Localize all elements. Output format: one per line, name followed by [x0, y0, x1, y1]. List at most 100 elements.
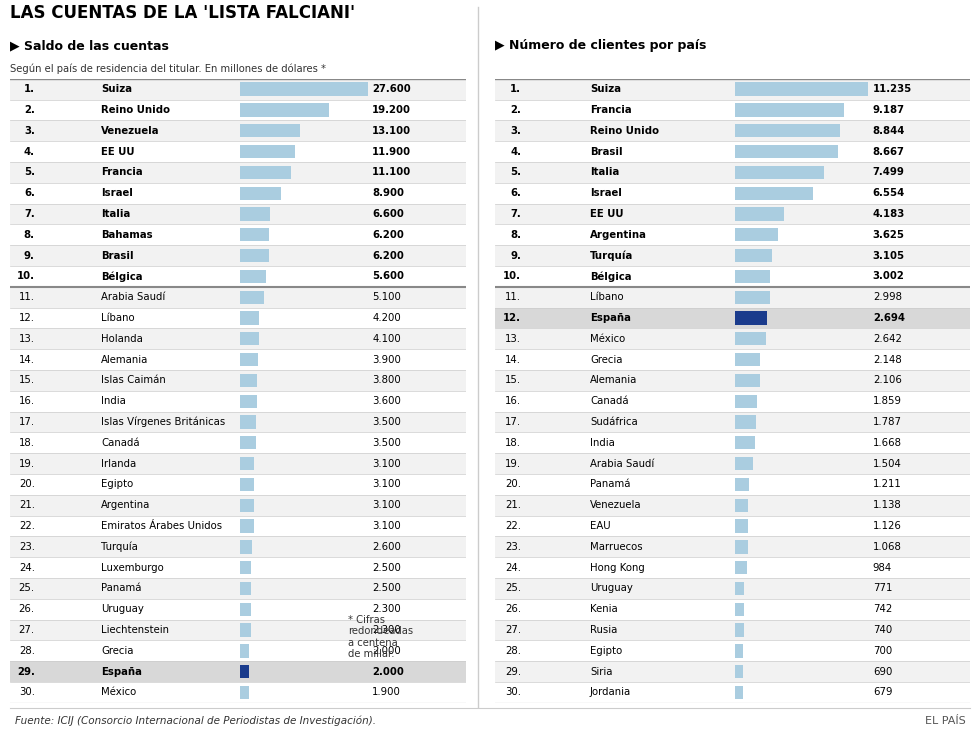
Bar — [495, 308, 970, 328]
Text: 771: 771 — [873, 584, 892, 593]
Text: 4.: 4. — [510, 146, 521, 157]
Text: 8.667: 8.667 — [873, 146, 905, 157]
Bar — [735, 103, 844, 116]
Bar — [495, 537, 970, 557]
Text: Suiza: Suiza — [590, 84, 621, 94]
Text: Suiza: Suiza — [101, 84, 132, 94]
Bar — [495, 682, 970, 703]
Text: 25.: 25. — [505, 584, 521, 593]
Text: Venezuela: Venezuela — [590, 500, 642, 510]
Bar — [240, 208, 270, 221]
Bar — [495, 370, 970, 391]
Text: Holanda: Holanda — [101, 334, 143, 344]
Text: 20.: 20. — [19, 479, 35, 489]
Bar — [10, 79, 466, 99]
Text: 30.: 30. — [19, 687, 35, 698]
Text: 1.668: 1.668 — [873, 438, 902, 447]
Text: 21.: 21. — [19, 500, 35, 510]
Bar — [735, 457, 753, 470]
Bar — [10, 121, 466, 141]
Bar — [735, 208, 784, 221]
Text: 8.: 8. — [24, 230, 35, 240]
Text: 19.200: 19.200 — [372, 105, 411, 115]
Bar — [735, 436, 755, 450]
Text: 5.: 5. — [510, 167, 521, 177]
Text: Arabia Saudí: Arabia Saudí — [101, 292, 166, 302]
Text: 3.900: 3.900 — [372, 355, 401, 364]
Text: 2.998: 2.998 — [873, 292, 902, 302]
Bar — [735, 665, 743, 679]
Text: Líbano: Líbano — [590, 292, 623, 302]
Bar — [735, 686, 743, 699]
Text: Panamá: Panamá — [590, 479, 630, 489]
Text: 19.: 19. — [19, 459, 35, 469]
Text: 15.: 15. — [19, 375, 35, 386]
Text: 2.106: 2.106 — [873, 375, 902, 386]
Text: Canadá: Canadá — [101, 438, 139, 447]
Text: 2.500: 2.500 — [372, 562, 401, 573]
Text: 2.: 2. — [511, 105, 521, 115]
Text: 1.900: 1.900 — [372, 687, 401, 698]
Text: Argentina: Argentina — [101, 500, 150, 510]
Bar — [10, 495, 466, 516]
Text: 700: 700 — [873, 646, 892, 656]
Text: Liechtenstein: Liechtenstein — [101, 625, 169, 635]
Text: 13.: 13. — [19, 334, 35, 344]
Text: 11.900: 11.900 — [372, 146, 412, 157]
Bar — [240, 228, 269, 241]
Bar — [10, 391, 466, 411]
Bar — [495, 391, 970, 411]
Bar — [735, 353, 760, 367]
Text: 24.: 24. — [505, 562, 521, 573]
Text: 29.: 29. — [17, 667, 35, 676]
Text: 740: 740 — [873, 625, 892, 635]
Text: 17.: 17. — [505, 417, 521, 427]
Text: 6.600: 6.600 — [372, 209, 404, 219]
Text: 2.500: 2.500 — [372, 584, 401, 593]
Text: Arabia Saudí: Arabia Saudí — [590, 459, 655, 469]
Text: Alemania: Alemania — [101, 355, 148, 364]
Text: 26.: 26. — [505, 604, 521, 615]
Text: 20.: 20. — [505, 479, 521, 489]
Text: Italia: Italia — [590, 167, 619, 177]
Bar — [495, 224, 970, 245]
Text: 18.: 18. — [19, 438, 35, 447]
Text: 8.: 8. — [510, 230, 521, 240]
Bar — [240, 186, 281, 200]
Bar — [10, 453, 466, 474]
Bar — [10, 204, 466, 224]
Text: 6.: 6. — [511, 188, 521, 198]
Text: 5.: 5. — [24, 167, 35, 177]
Bar — [735, 228, 778, 241]
Bar — [10, 328, 466, 349]
Text: Brasil: Brasil — [590, 146, 622, 157]
Text: 11.235: 11.235 — [873, 84, 912, 94]
Bar — [735, 520, 749, 533]
Bar — [495, 99, 970, 121]
Bar — [495, 578, 970, 599]
Text: 984: 984 — [873, 562, 892, 573]
Bar — [240, 394, 257, 408]
Text: Emiratos Árabes Unidos: Emiratos Árabes Unidos — [101, 521, 222, 531]
Text: ▶ Número de clientes por país: ▶ Número de clientes por país — [495, 39, 707, 52]
Bar — [10, 245, 466, 266]
Text: 4.200: 4.200 — [372, 313, 401, 323]
Bar — [10, 682, 466, 703]
Bar — [240, 82, 368, 96]
Text: Siria: Siria — [590, 667, 612, 676]
Text: Egipto: Egipto — [590, 646, 622, 656]
Bar — [495, 599, 970, 620]
Bar — [240, 166, 291, 179]
Text: Irlanda: Irlanda — [101, 459, 136, 469]
Text: EE UU: EE UU — [101, 146, 134, 157]
Text: India: India — [101, 396, 125, 406]
Bar — [735, 82, 868, 96]
Bar — [10, 349, 466, 370]
Text: 27.: 27. — [505, 625, 521, 635]
Bar — [495, 474, 970, 495]
Text: 1.504: 1.504 — [873, 459, 902, 469]
Text: 2.000: 2.000 — [372, 667, 404, 676]
Text: Sudáfrica: Sudáfrica — [590, 417, 638, 427]
Text: 3.500: 3.500 — [372, 417, 401, 427]
Text: 10.: 10. — [503, 272, 521, 281]
